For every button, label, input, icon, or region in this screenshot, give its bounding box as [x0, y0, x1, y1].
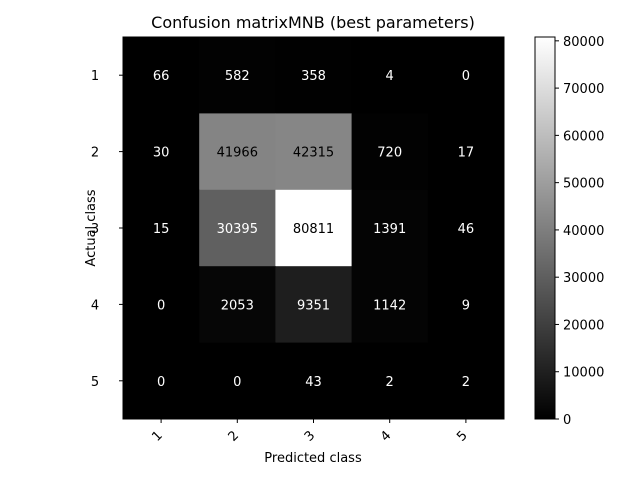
heatmap-cell-5-5: [427, 342, 505, 420]
heatmap-cell-1-5: [427, 37, 505, 114]
heatmap-cell-1-3: [275, 37, 353, 114]
colorbar-ticks: 0 10000 20000 30000 40000 50000 60000 70000 8000…: [555, 35, 604, 428]
y-tick-label: 3: [91, 222, 99, 237]
cell-value-label: 30395: [217, 222, 258, 237]
heatmap-cell-5-4: [351, 342, 429, 420]
heatmap-cell-3-5: [427, 189, 505, 267]
cell-value-label: 582: [225, 69, 250, 84]
colorbar-tick-label: 0: [563, 413, 571, 428]
x-tick-label: 3: [302, 428, 318, 444]
x-tick-label: 2: [226, 428, 242, 444]
colorbar-tick-label: 20000: [563, 318, 604, 333]
heatmap-cell-4-5: [427, 266, 505, 344]
cell-value-label: 30: [153, 146, 170, 161]
cell-value-label: 41966: [217, 146, 258, 161]
cell-value-label: 720: [377, 146, 402, 161]
heatmap-cell-4-4: [351, 266, 429, 344]
colorbar-tick-label: 40000: [563, 224, 604, 239]
colorbar-tick-label: 60000: [563, 129, 604, 144]
cell-value-label: 43: [305, 375, 322, 390]
cell-value-label: 66: [153, 69, 170, 84]
cell-value-label: 2: [386, 375, 394, 390]
x-axis-ticks: 1 2 3 4 5: [149, 419, 471, 445]
heatmap-cell-1-2: [199, 37, 276, 114]
x-tick-label: 5: [454, 428, 470, 444]
y-tick-label: 2: [91, 146, 99, 161]
heatmap-cell-3-3: [275, 189, 353, 267]
y-tick-label: 1: [91, 69, 99, 84]
y-axis-ticks: 1 2 3 4 5: [91, 69, 123, 390]
y-tick-label: 4: [91, 298, 99, 313]
cell-value-label: 0: [157, 298, 165, 313]
colorbar-tick-label: 50000: [563, 177, 604, 192]
heatmap-cell-4-2: [199, 266, 276, 344]
chart-title: Confusion matrixMNB (best parameters): [151, 13, 475, 32]
cell-value-label: 80811: [293, 222, 334, 237]
cell-value-label: 15: [153, 222, 170, 237]
heatmap-cell-2-2: [199, 113, 276, 191]
heatmap-cell-4-3: [275, 266, 353, 344]
heatmap-cell-2-3: [275, 113, 353, 191]
cell-value-label: 4: [386, 69, 394, 84]
colorbar-tick-label: 10000: [563, 366, 604, 381]
heatmap-cell-3-2: [199, 189, 276, 267]
cell-value-label: 2: [462, 375, 470, 390]
cell-value-label: 0: [157, 375, 165, 390]
colorbar-tick-label: 70000: [563, 82, 604, 97]
y-tick-label: 5: [91, 375, 99, 390]
heatmap-cells: [123, 37, 505, 420]
heatmap-cell-5-3: [275, 342, 353, 420]
cell-value-label: 0: [462, 69, 470, 84]
colorbar-tick-label: 30000: [563, 271, 604, 286]
heatmap-cell-2-1: [123, 113, 200, 191]
heatmap-cell-1-4: [351, 37, 429, 114]
cell-value-label: 358: [301, 69, 326, 84]
heatmap-cell-2-4: [351, 113, 429, 191]
cell-value-label: 0: [233, 375, 241, 390]
heatmap-cell-2-5: [427, 113, 505, 191]
y-axis-label: Actual class: [84, 189, 99, 266]
x-axis-label: Predicted class: [264, 451, 362, 466]
cell-value-label: 42315: [293, 146, 334, 161]
cell-value-label: 2053: [221, 298, 254, 313]
cell-value-label: 46: [458, 222, 475, 237]
colorbar-tick-label: 80000: [563, 35, 604, 50]
colorbar: [534, 36, 556, 420]
cell-value-label: 9: [462, 298, 470, 313]
heatmap-cell-3-4: [351, 189, 429, 267]
heatmap-cell-5-2: [199, 342, 276, 420]
heatmap-cell-1-1: [123, 37, 200, 114]
x-tick-label: 4: [378, 428, 394, 444]
heatmap-cell-3-1: [123, 189, 200, 267]
cell-value-label: 17: [458, 146, 475, 161]
cell-value-label: 1391: [373, 222, 406, 237]
heatmap-cell-labels: 66 582 358 4 0 30 41966 42315 720 17 15 30395 80811 1…: [153, 69, 474, 390]
heatmap-cell-5-1: [123, 342, 200, 420]
x-tick-label: 1: [149, 428, 165, 444]
heatmap-cell-4-1: [123, 266, 200, 344]
cell-value-label: 1142: [373, 298, 406, 313]
cell-value-label: 9351: [297, 298, 330, 313]
